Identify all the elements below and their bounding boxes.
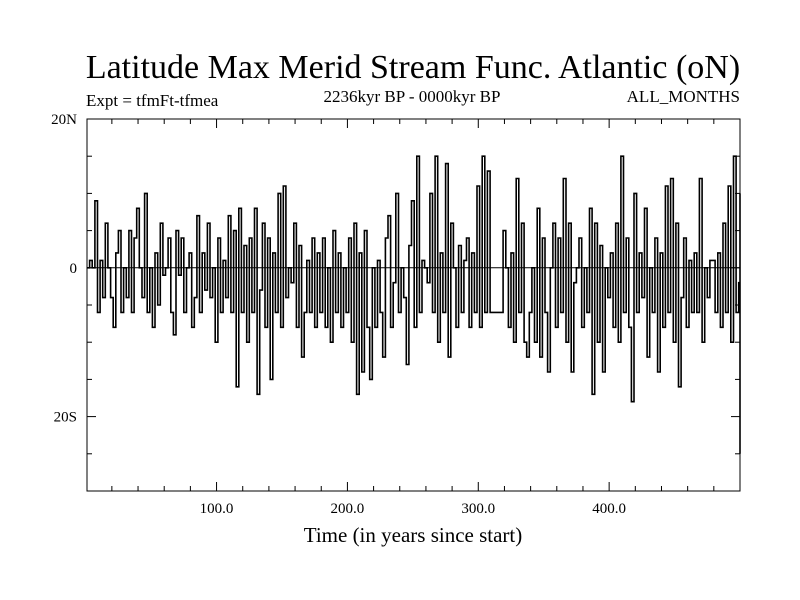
- chart-title: Latitude Max Merid Stream Func. Atlantic…: [86, 49, 740, 86]
- x-axis-ticks: [111, 119, 715, 491]
- series-line-latitude-max: [87, 155, 741, 454]
- x-axis-tick-labels: 100.0 200.0 300.0 400.0: [200, 501, 626, 517]
- x-tick-label: 100.0: [200, 501, 234, 517]
- y-tick-label: 20N: [51, 112, 77, 128]
- y-tick-label: 20S: [54, 410, 77, 426]
- x-tick-label: 300.0: [461, 501, 495, 517]
- months-label: ALL_MONTHS: [627, 87, 740, 106]
- x-tick-label: 200.0: [331, 501, 365, 517]
- x-axis-label: Time (in years since start): [304, 523, 523, 547]
- x-tick-label: 400.0: [592, 501, 626, 517]
- period-label: 2236kyr BP - 0000kyr BP: [324, 87, 501, 106]
- experiment-label: Expt = tfmFt-tfmea: [86, 91, 219, 110]
- y-tick-label: 0: [70, 261, 78, 277]
- y-axis-tick-labels: 20N 0 20S: [51, 112, 77, 426]
